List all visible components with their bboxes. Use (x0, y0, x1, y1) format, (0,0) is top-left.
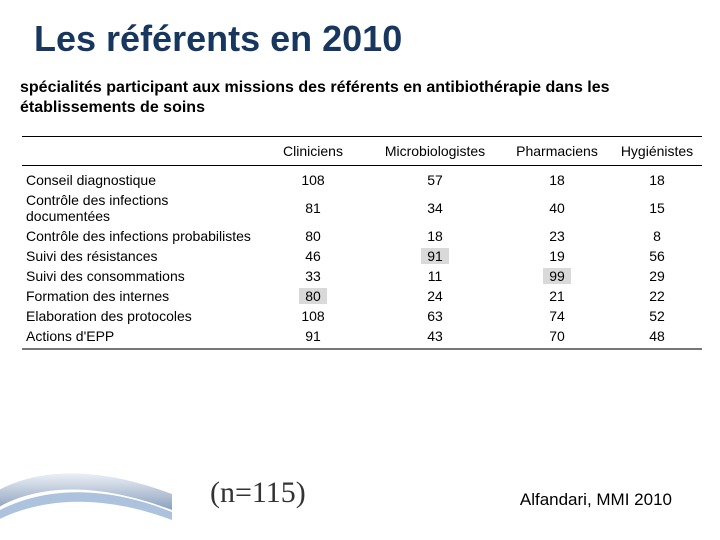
cell-value: 56 (612, 246, 702, 266)
cell-value: 74 (502, 306, 612, 326)
cell-value: 33 (258, 266, 368, 286)
cell-value: 63 (368, 306, 502, 326)
cell-value: 46 (258, 246, 368, 266)
table-row: Conseil diagnostique108571818 (22, 166, 702, 191)
cell-value: 81 (258, 190, 368, 226)
data-table: Cliniciens Microbiologistes Pharmaciens … (22, 136, 702, 350)
cell-value: 18 (612, 166, 702, 191)
cell-value: 108 (258, 306, 368, 326)
cell-value: 24 (368, 286, 502, 306)
cell-value: 48 (612, 326, 702, 349)
col-header: Pharmaciens (502, 137, 612, 166)
cell-value: 80 (258, 226, 368, 246)
slide-subtitle: spécialités participant aux missions des… (20, 78, 700, 118)
table-row: Suivi des consommations33119929 (22, 266, 702, 286)
cell-value: 21 (502, 286, 612, 306)
slide-title: Les référents en 2010 (34, 18, 700, 60)
referents-table: Cliniciens Microbiologistes Pharmaciens … (22, 136, 702, 350)
table-row: Contrôle des infections documentées81344… (22, 190, 702, 226)
slide: Les référents en 2010 spécialités partic… (0, 0, 720, 540)
decorative-swoosh (0, 450, 172, 534)
cell-value: 91 (368, 246, 502, 266)
row-label: Suivi des résistances (22, 246, 258, 266)
cell-value: 40 (502, 190, 612, 226)
row-label: Suivi des consommations (22, 266, 258, 286)
cell-value: 18 (368, 226, 502, 246)
row-label: Elaboration des protocoles (22, 306, 258, 326)
col-header: Hygiénistes (612, 137, 702, 166)
cell-value: 29 (612, 266, 702, 286)
cell-value: 57 (368, 166, 502, 191)
cell-value: 22 (612, 286, 702, 306)
cell-value: 108 (258, 166, 368, 191)
cell-value: 11 (368, 266, 502, 286)
cell-value: 91 (258, 326, 368, 349)
cell-value: 43 (368, 326, 502, 349)
cell-value: 99 (502, 266, 612, 286)
row-label: Contrôle des infections documentées (22, 190, 258, 226)
cell-value: 8 (612, 226, 702, 246)
table-row: Actions d'EPP91437048 (22, 326, 702, 349)
cell-value: 23 (502, 226, 612, 246)
cell-value: 70 (502, 326, 612, 349)
table-body: Conseil diagnostique108571818Contrôle de… (22, 166, 702, 350)
table-row: Contrôle des infections probabilistes801… (22, 226, 702, 246)
cell-value: 80 (258, 286, 368, 306)
row-label: Contrôle des infections probabilistes (22, 226, 258, 246)
col-header: Cliniciens (258, 137, 368, 166)
table-header: Cliniciens Microbiologistes Pharmaciens … (22, 137, 702, 166)
col-header (22, 137, 258, 166)
cell-value: 19 (502, 246, 612, 266)
table-row: Formation des internes80242122 (22, 286, 702, 306)
row-label: Conseil diagnostique (22, 166, 258, 191)
sample-size: (n=115) (210, 476, 306, 510)
cell-value: 15 (612, 190, 702, 226)
row-label: Actions d'EPP (22, 326, 258, 349)
table-row: Suivi des résistances46911956 (22, 246, 702, 266)
row-label: Formation des internes (22, 286, 258, 306)
col-header: Microbiologistes (368, 137, 502, 166)
cell-value: 34 (368, 190, 502, 226)
cell-value: 18 (502, 166, 612, 191)
source-citation: Alfandari, MMI 2010 (520, 490, 672, 510)
cell-value: 52 (612, 306, 702, 326)
table-row: Elaboration des protocoles108637452 (22, 306, 702, 326)
